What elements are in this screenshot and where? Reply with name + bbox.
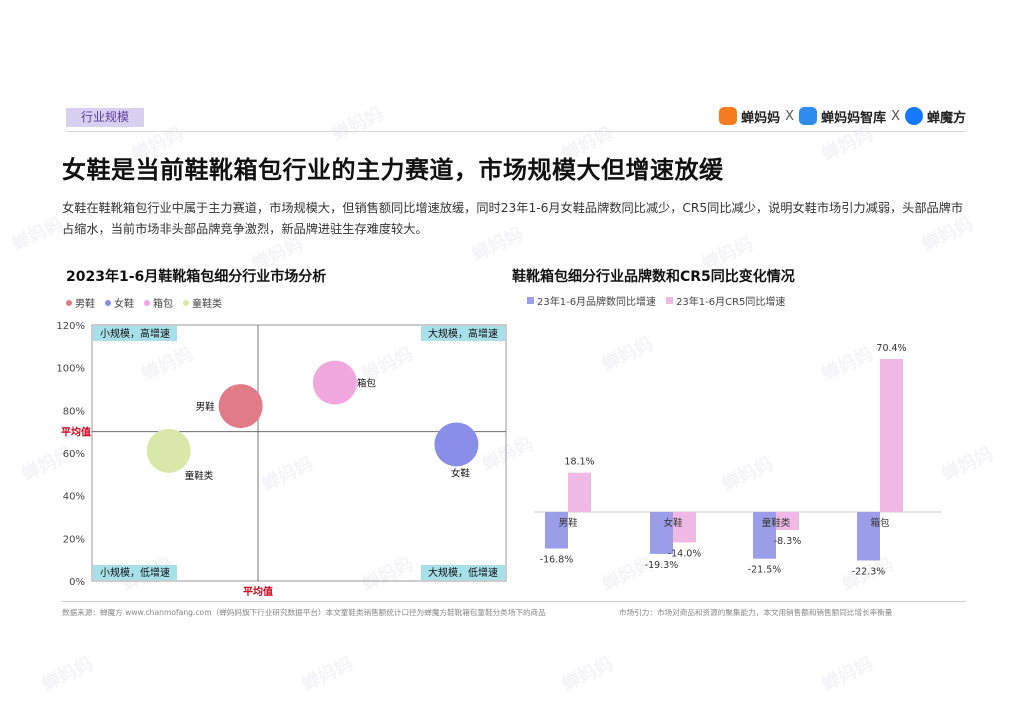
footer-source: 数据来源：蝉魔方 www.chanmofang.com（蝉妈妈旗下行业研究数据平…	[62, 608, 546, 617]
legend-label: 男鞋	[75, 299, 95, 310]
page-description: 女鞋在鞋靴箱包行业中属于主力赛道，市场规模大，但销售额同比增速放缓，同时23年1…	[62, 201, 964, 236]
quadrant-label-bottom-right: 大规模，低增速	[428, 566, 498, 579]
bubble-point	[146, 428, 191, 473]
brand-name-2: 蝉妈妈智库	[821, 110, 887, 126]
footer-note: 市场引力：市场对商品和资源的聚集能力，本文用销售额和销售额同比增长率衡量	[619, 608, 893, 617]
watermark-text: 蝉妈妈	[818, 653, 877, 696]
y-tick-label: 0%	[69, 577, 85, 588]
chanmama-zhiku-logo-icon	[799, 107, 818, 125]
bar-value-label: 70.4%	[876, 343, 906, 354]
legend-item: 女鞋	[105, 295, 134, 310]
category-label: 箱包	[870, 517, 890, 529]
average-x-label: 平均值	[243, 585, 273, 598]
bar-value-label: -22.3%	[852, 566, 886, 577]
brand-name-1: 蝉妈妈	[741, 110, 781, 126]
legend-square-icon	[527, 297, 534, 304]
legend-square-icon	[666, 297, 674, 304]
bubble-label: 童鞋类	[185, 470, 214, 482]
bar	[568, 472, 591, 512]
legend-item: 箱包	[144, 295, 173, 310]
legend-label: 23年1-6月品牌数同比增速	[537, 297, 657, 308]
quadrant-label-bottom-right-bg	[421, 565, 505, 580]
bar	[650, 512, 673, 554]
brand-separator: X	[891, 108, 900, 124]
legend-label: 23年1-6月CR5同比增速	[676, 297, 786, 308]
bubble-point	[312, 360, 357, 405]
bubble-point	[434, 422, 479, 467]
legend-dot-icon	[66, 299, 72, 306]
bar-chart-legend: 23年1-6月品牌数同比增速 23年1-6月CR5同比增速	[527, 293, 785, 308]
legend-dot-icon	[144, 299, 150, 306]
bar-value-label: -8.3%	[774, 536, 802, 547]
legend-item: 童鞋类	[183, 295, 222, 310]
category-label: 女鞋	[663, 517, 683, 529]
bubble-chart-legend: 男鞋 女鞋 箱包 童鞋类	[66, 295, 222, 310]
legend-label: 箱包	[153, 299, 173, 310]
bar-chart-title: 鞋靴箱包细分行业品牌数和CR5同比变化情况	[512, 269, 795, 285]
quadrant-label-bottom-left-bg	[93, 565, 177, 580]
page-title: 女鞋是当前鞋靴箱包行业的主力赛道，市场规模大但增速放缓	[62, 156, 724, 184]
legend-dot-icon	[105, 299, 111, 306]
average-y-label: 平均值	[61, 426, 91, 439]
plot-border	[91, 324, 507, 582]
category-label: 男鞋	[558, 517, 578, 529]
quadrant-label-top-left: 小规模，高增速	[100, 327, 170, 340]
bubble-label: 箱包	[357, 378, 377, 390]
category-label: 童鞋类	[762, 517, 791, 529]
bar-value-label: -14.0%	[668, 548, 702, 559]
bar-value-label: 18.1%	[564, 457, 594, 468]
bubble-chart-title: 2023年1-6月鞋靴箱包细分行业市场分析	[66, 269, 327, 285]
bar	[545, 512, 568, 549]
chanmofang-logo-icon	[904, 107, 923, 125]
quadrant-label-top-left-bg	[93, 326, 177, 341]
y-tick-label: 80%	[63, 406, 85, 417]
bar	[857, 512, 880, 561]
bar-chart: -16.8% 18.1% 男鞋 -19.3%-14.0% 女鞋 -21.5% -8.3% 童鞋…	[534, 343, 942, 577]
section-tag: 行业规模	[66, 108, 144, 127]
bubble-point	[218, 384, 263, 429]
chanmama-logo-icon	[719, 107, 738, 125]
brand-separator: X	[785, 108, 795, 124]
legend-item: 男鞋	[66, 295, 95, 310]
bar	[673, 512, 696, 543]
bubble-label: 女鞋	[451, 467, 471, 479]
watermark-text: 蝉妈妈	[298, 653, 357, 696]
y-tick-label: 100%	[56, 364, 85, 375]
bar	[880, 359, 903, 512]
quadrant-label-top-right-bg	[421, 326, 505, 341]
y-tick-label: 40%	[63, 492, 85, 503]
legend-dot-icon	[183, 299, 189, 306]
watermark-text: 蝉妈妈	[8, 213, 67, 256]
legend-item: 23年1-6月品牌数同比增速	[527, 293, 656, 308]
bar-value-label: -21.5%	[748, 565, 782, 576]
y-tick-label: 120%	[56, 321, 85, 332]
bar-value-label: -19.3%	[645, 560, 679, 571]
brand-name-3: 蝉魔方	[926, 110, 966, 126]
watermark-text: 蝉妈妈	[328, 103, 387, 146]
watermark-text: 蝉妈妈	[38, 653, 97, 696]
bar	[753, 512, 776, 559]
footer-divider	[62, 601, 966, 602]
y-tick-label: 60%	[63, 449, 85, 460]
y-tick-label: 20%	[63, 534, 85, 545]
legend-item: 23年1-6月CR5同比增速	[666, 293, 785, 308]
bubble-label: 男鞋	[196, 401, 216, 413]
header-divider	[66, 131, 966, 132]
watermark-text: 蝉妈妈	[558, 653, 617, 696]
bar	[776, 512, 799, 531]
quadrant-label-bottom-left: 小规模，低增速	[100, 566, 170, 579]
legend-label: 童鞋类	[192, 299, 222, 310]
bar-value-label: -16.8%	[540, 555, 574, 566]
legend-label: 女鞋	[114, 299, 134, 310]
brand-logos: 蝉妈妈 X 蝉妈妈智库 X 蝉魔方	[719, 104, 966, 128]
quadrant-label-top-right: 大规模，高增速	[428, 327, 498, 340]
